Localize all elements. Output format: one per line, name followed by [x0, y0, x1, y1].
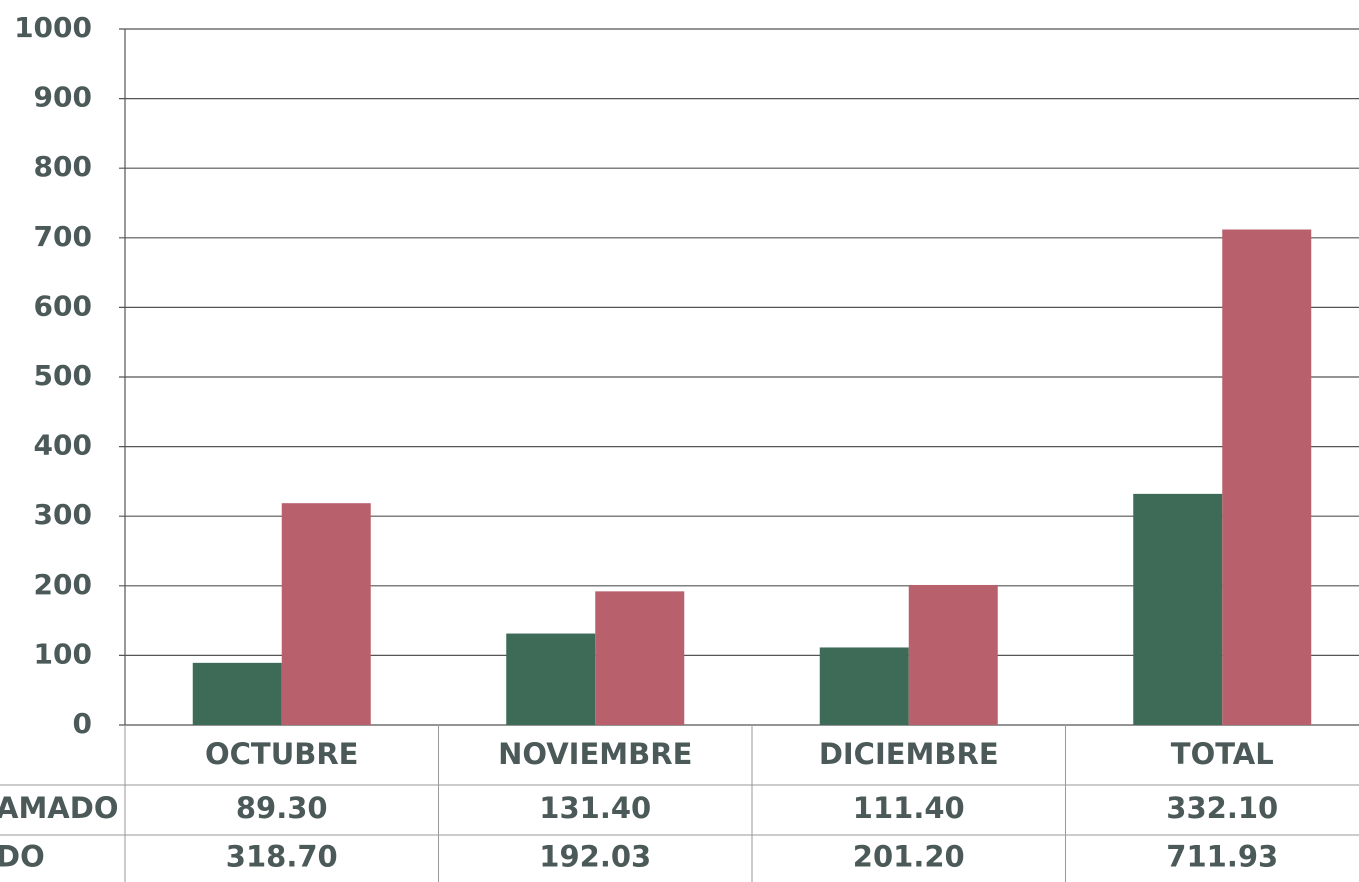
table-value: 201.20 [853, 840, 965, 874]
y-tick-label: 500 [34, 359, 92, 392]
bar [1133, 493, 1223, 725]
y-tick-label: 600 [34, 289, 92, 322]
bar [281, 503, 371, 725]
series-name: AMADO [0, 791, 118, 825]
bar [506, 633, 596, 725]
y-tick-label: 300 [34, 498, 92, 531]
series-name: DO [0, 840, 45, 874]
y-tick-label: 1000 [14, 11, 92, 44]
table-value: 318.70 [226, 840, 338, 874]
y-tick-label: 800 [34, 150, 92, 183]
bar [595, 591, 685, 725]
y-tick-label: 0 [73, 707, 92, 740]
x-tick-label: OCTUBRE [205, 737, 359, 771]
x-tick-label: DICIEMBRE [819, 737, 999, 771]
y-tick-label: 700 [34, 220, 92, 253]
bar [908, 584, 998, 725]
bar [192, 662, 282, 725]
y-tick-label: 200 [34, 568, 92, 601]
table-value: 711.93 [1166, 840, 1278, 874]
x-tick-label: TOTAL [1171, 737, 1274, 771]
bar [819, 647, 909, 725]
y-tick-label: 100 [34, 637, 92, 670]
x-tick-label: NOVIEMBRE [498, 737, 692, 771]
table-value: 89.30 [236, 791, 328, 825]
table-value: 131.40 [539, 791, 651, 825]
bar [1222, 229, 1312, 726]
table-value: 192.03 [539, 840, 651, 874]
y-tick-label: 400 [34, 429, 92, 462]
table-value: 332.10 [1166, 791, 1278, 825]
table-value: 111.40 [853, 791, 965, 825]
y-tick-label: 900 [34, 81, 92, 114]
